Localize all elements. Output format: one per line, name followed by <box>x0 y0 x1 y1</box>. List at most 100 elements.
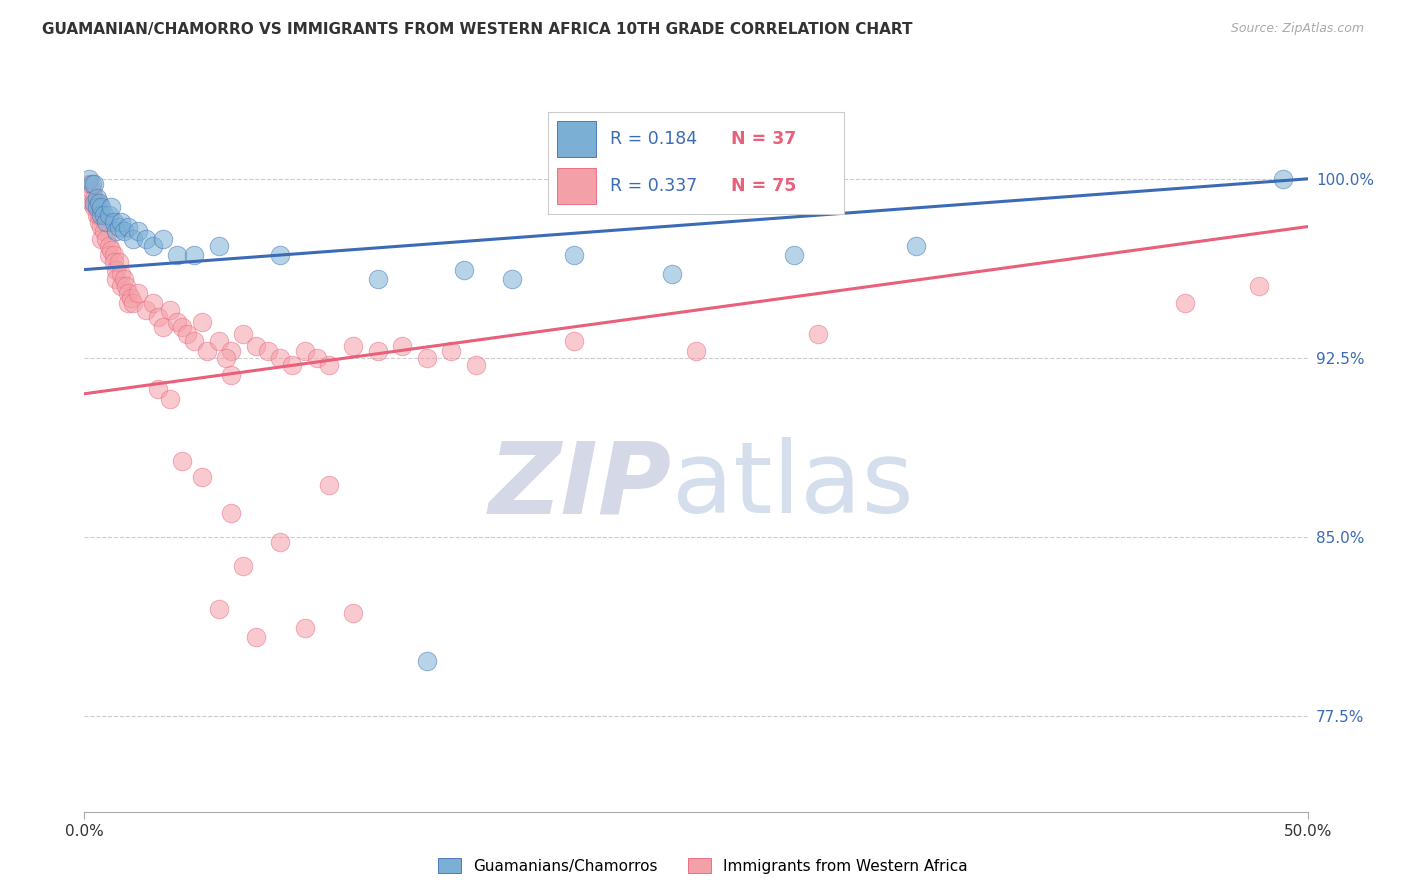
Point <box>807 327 830 342</box>
Point <box>87 208 110 222</box>
Text: GUAMANIAN/CHAMORRO VS IMMIGRANTS FROM WESTERN AFRICA 10TH GRADE CORRELATION CHAR: GUAMANIAN/CHAMORRO VS IMMIGRANTS FROM WE… <box>42 22 912 37</box>
Point <box>142 238 165 252</box>
Point <box>305 351 328 365</box>
Point <box>107 219 129 234</box>
Point <box>146 382 169 396</box>
Point <box>269 248 291 262</box>
Bar <box>557 168 596 204</box>
Point <box>195 343 218 358</box>
Point <box>172 319 194 334</box>
Text: R = 0.337: R = 0.337 <box>610 178 697 195</box>
Point <box>502 272 524 286</box>
Point <box>191 315 214 329</box>
Point <box>342 339 364 353</box>
Point <box>83 195 105 210</box>
Text: N = 37: N = 37 <box>731 130 797 148</box>
Point <box>105 272 128 286</box>
Point <box>367 272 389 286</box>
Text: atlas: atlas <box>672 437 912 534</box>
Text: ZIP: ZIP <box>488 437 672 534</box>
Point <box>464 358 486 372</box>
Point <box>269 351 291 365</box>
Point <box>135 303 157 318</box>
Point <box>127 286 149 301</box>
Point <box>257 343 280 358</box>
Point <box>208 238 231 252</box>
Point <box>245 631 267 645</box>
Point <box>294 621 316 635</box>
Point <box>281 358 304 372</box>
Point <box>110 268 132 282</box>
Text: N = 75: N = 75 <box>731 178 797 195</box>
Point <box>120 291 142 305</box>
Point <box>90 201 112 215</box>
Point <box>440 343 463 358</box>
Point <box>105 224 128 238</box>
Point <box>103 215 125 229</box>
Point <box>232 558 254 573</box>
Point <box>115 279 138 293</box>
Point <box>562 334 585 349</box>
Text: Source: ZipAtlas.com: Source: ZipAtlas.com <box>1230 22 1364 36</box>
Point <box>159 392 181 406</box>
Point <box>86 201 108 215</box>
Point <box>166 315 188 329</box>
Point <box>117 219 139 234</box>
Point <box>105 262 128 277</box>
Point <box>122 231 145 245</box>
Point <box>122 296 145 310</box>
Point <box>1272 171 1295 186</box>
Point <box>97 238 120 252</box>
Point <box>183 248 205 262</box>
Point <box>166 248 188 262</box>
Point <box>97 208 120 222</box>
Point <box>245 339 267 353</box>
Point <box>96 231 118 245</box>
Point <box>783 248 806 262</box>
Point <box>135 231 157 245</box>
Point <box>80 195 103 210</box>
Point <box>661 268 683 282</box>
Point <box>219 343 242 358</box>
Point <box>685 343 707 358</box>
Point <box>905 238 928 252</box>
Point <box>172 453 194 467</box>
Point <box>96 215 118 229</box>
Point <box>117 286 139 301</box>
Point <box>110 279 132 293</box>
Point <box>367 343 389 358</box>
Point <box>110 215 132 229</box>
Point <box>80 177 103 191</box>
Point <box>87 215 110 229</box>
Point <box>100 201 122 215</box>
Point <box>269 534 291 549</box>
Bar <box>557 120 596 157</box>
Point <box>142 296 165 310</box>
Point <box>87 195 110 210</box>
Point <box>152 319 174 334</box>
Point <box>146 310 169 325</box>
Point <box>83 201 105 215</box>
Point <box>159 303 181 318</box>
Point <box>416 654 439 668</box>
Point <box>83 177 105 191</box>
Point <box>453 262 475 277</box>
Point <box>191 470 214 484</box>
Point <box>86 191 108 205</box>
Point <box>391 339 413 353</box>
Point <box>80 184 103 198</box>
Legend: Guamanians/Chamorros, Immigrants from Western Africa: Guamanians/Chamorros, Immigrants from We… <box>432 852 974 880</box>
Point <box>77 177 100 191</box>
Point <box>232 327 254 342</box>
Point <box>219 368 242 382</box>
Point <box>86 208 108 222</box>
Point <box>176 327 198 342</box>
Point <box>416 351 439 365</box>
Point <box>152 231 174 245</box>
Point <box>103 255 125 269</box>
Text: R = 0.184: R = 0.184 <box>610 130 697 148</box>
Point <box>97 248 120 262</box>
Point <box>215 351 238 365</box>
Point <box>1247 279 1270 293</box>
Point <box>117 296 139 310</box>
